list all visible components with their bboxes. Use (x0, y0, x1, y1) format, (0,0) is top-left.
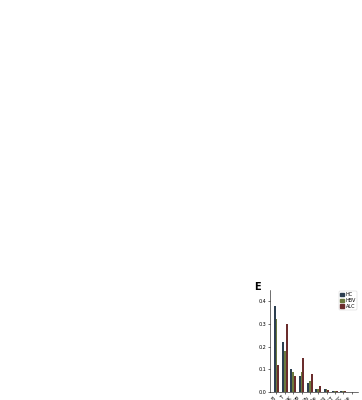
Bar (319, 386, 321, 392)
Legend: HC, HBV, ALC: HC, HBV, ALC (339, 291, 357, 310)
Bar (342, 391, 344, 392)
Bar (274, 306, 275, 392)
Bar (315, 389, 317, 392)
Bar (309, 381, 311, 392)
Bar (311, 374, 313, 392)
Bar (328, 390, 329, 392)
Bar (300, 372, 302, 392)
Bar (286, 324, 287, 392)
Bar (344, 391, 346, 392)
Bar (332, 391, 334, 392)
Bar (341, 391, 342, 392)
Bar (282, 342, 284, 392)
Bar (307, 383, 309, 392)
Bar (326, 389, 328, 392)
Bar (336, 391, 338, 392)
Bar (275, 320, 277, 392)
Bar (294, 376, 296, 392)
Bar (302, 358, 304, 392)
Bar (324, 389, 326, 392)
Text: E: E (254, 282, 260, 292)
Bar (299, 376, 300, 392)
Bar (277, 365, 279, 392)
Bar (317, 389, 319, 392)
Bar (334, 391, 336, 392)
Bar (290, 369, 292, 392)
Bar (292, 372, 294, 392)
Bar (284, 351, 286, 392)
